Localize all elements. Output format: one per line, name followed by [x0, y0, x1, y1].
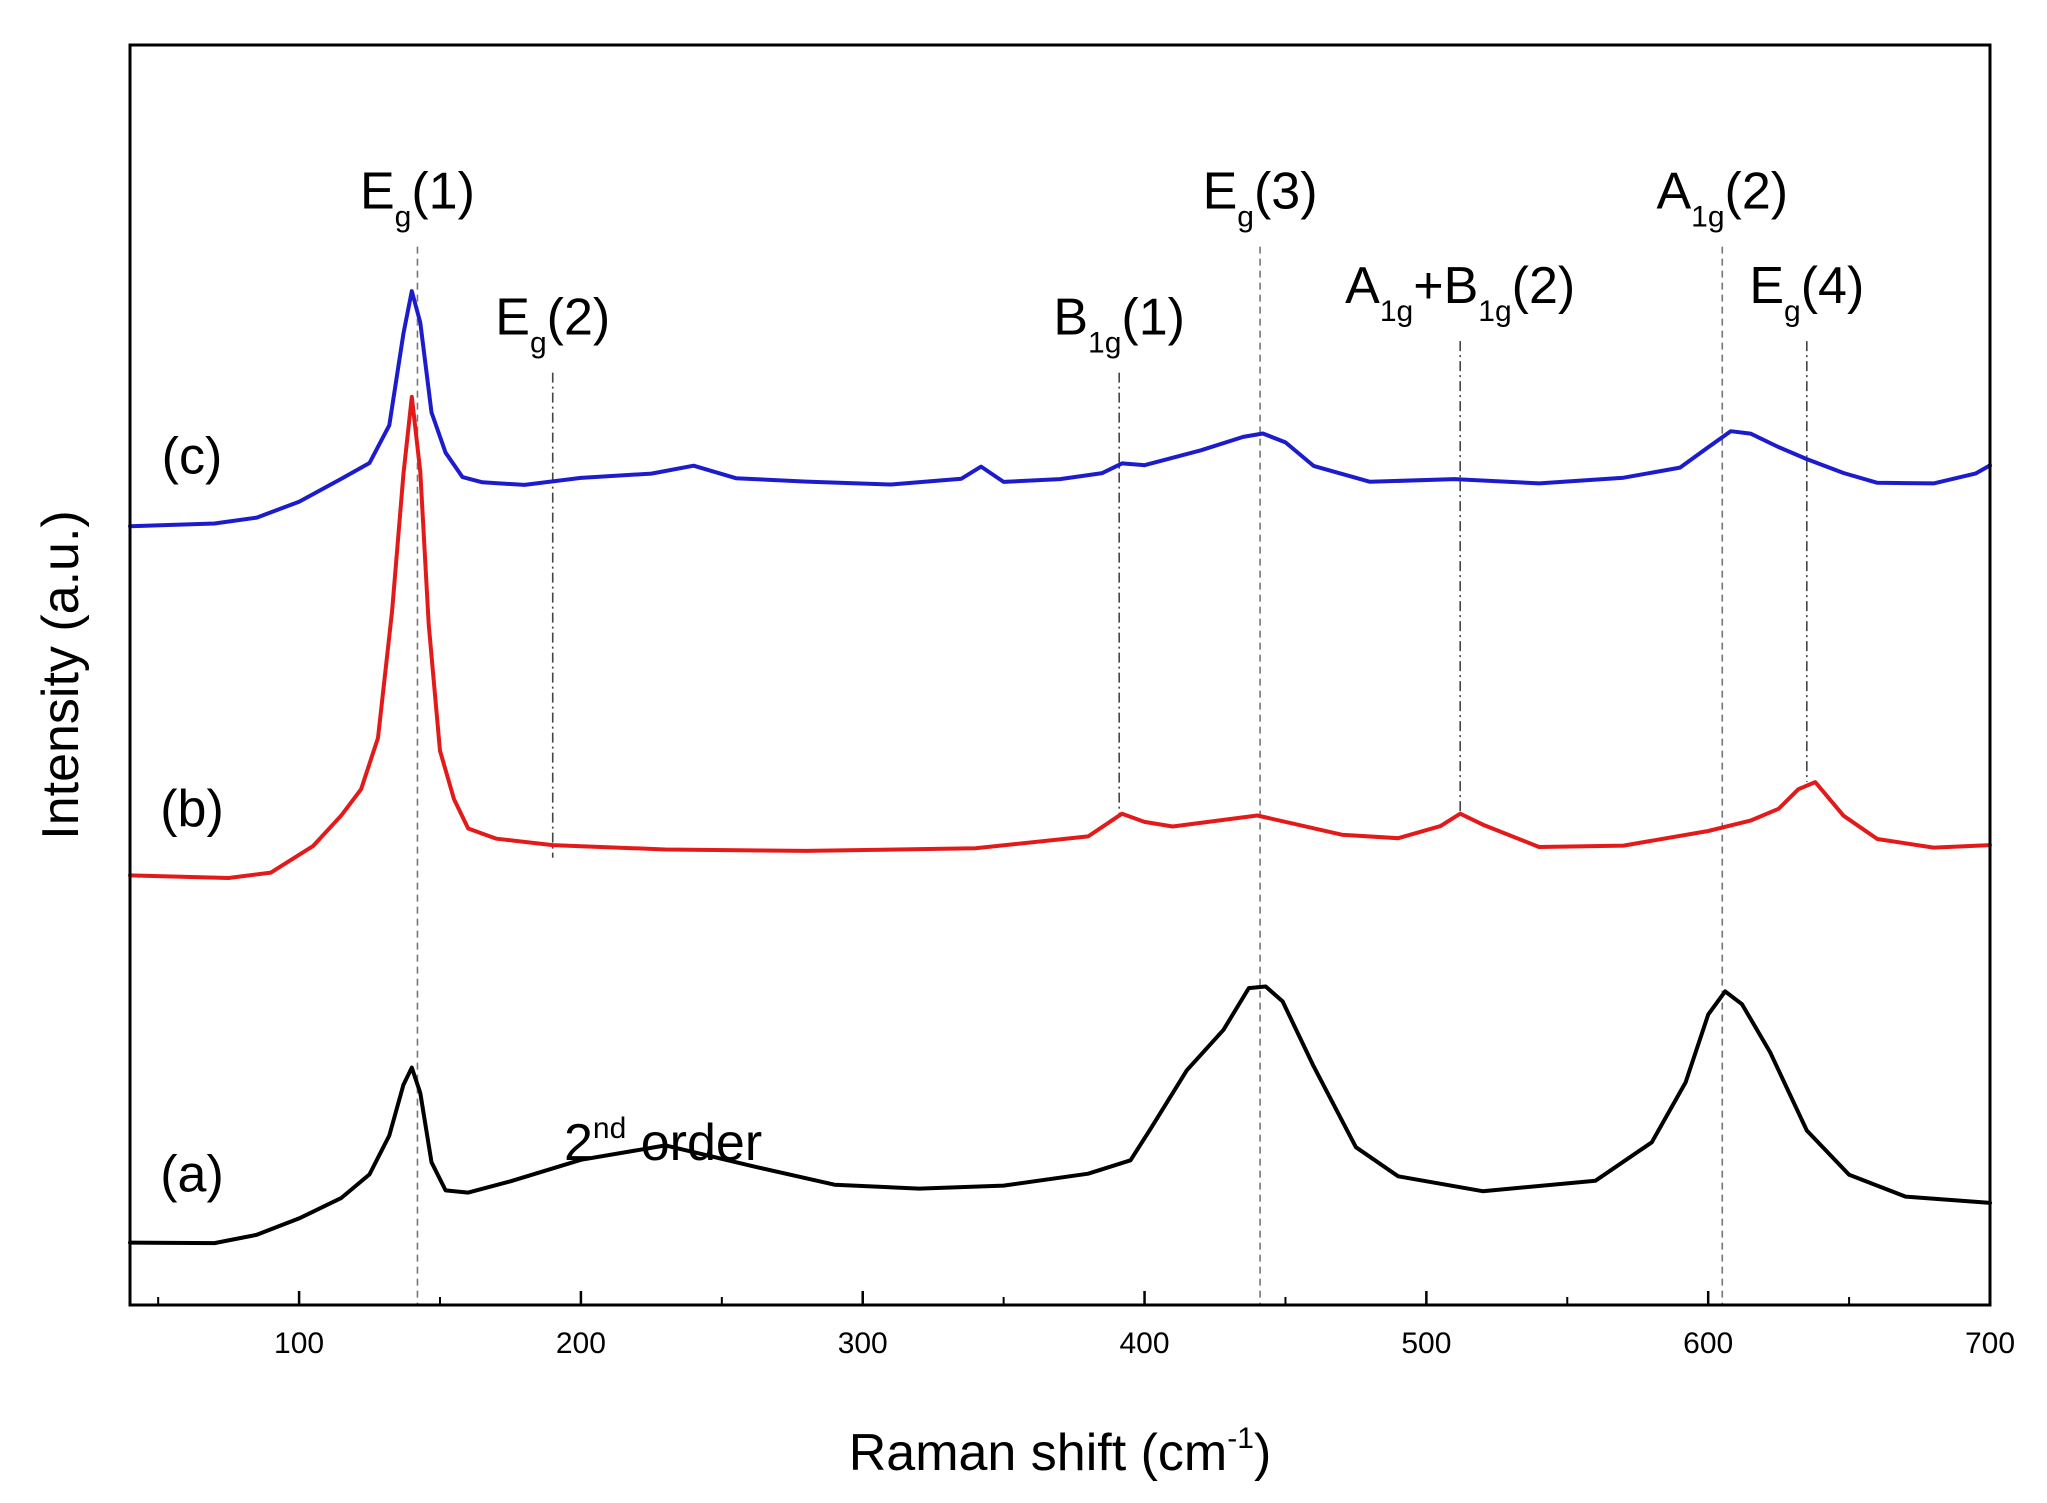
mode-label-part: (2): [1512, 257, 1576, 315]
annotation-second-order: 2nd order: [564, 1112, 762, 1172]
mode-label-part: g: [1784, 295, 1801, 328]
x-axis: 100 200 300 400 500 600 700: [157, 1291, 2015, 1360]
label-layer: Eg(1)Eg(2) B1g(1)Eg(3)A1g+B1g(2)A1g(2)Eg(…: [160, 163, 1864, 1204]
mode-label-part: g: [530, 327, 547, 360]
annotation-layer: [416, 246, 1808, 1305]
mode-label-a1gb1g2: A1g+B1g(2): [1345, 257, 1575, 328]
annotation-main: 2: [564, 1114, 593, 1172]
mode-label-eg1: Eg(1): [360, 163, 475, 234]
x-tick-label-300: 300: [838, 1327, 888, 1360]
series-label-b: (b): [160, 780, 224, 838]
mode-label-part: A: [1656, 163, 1691, 221]
mode-label-part: A: [1345, 257, 1380, 315]
mode-label-part: E: [1203, 163, 1238, 221]
x-tick-label-200: 200: [556, 1327, 606, 1360]
x-axis-title-superscript: -1: [1227, 1422, 1254, 1455]
mode-label-part: E: [360, 163, 395, 221]
mode-label-part: E: [495, 289, 530, 347]
mode-label-b1g1: B1g(1): [1053, 289, 1185, 360]
annotation-superscript: nd: [593, 1112, 626, 1145]
plot-frame: [128, 43, 1992, 1307]
x-tick-label-600: 600: [1683, 1327, 1733, 1360]
x-axis-title: Raman shift (cm-1): [849, 1422, 1272, 1482]
mode-label-part: (2): [1725, 163, 1789, 221]
mode-label-eg4: Eg(4): [1749, 257, 1864, 328]
series-line-a: [128, 984, 1992, 1246]
mode-label-part: 1g: [1088, 327, 1121, 360]
series-layer: [128, 289, 1992, 1246]
mode-label-eg2: Eg(2): [495, 289, 610, 360]
x-tick-label-400: 400: [1120, 1327, 1170, 1360]
mode-label-part: (3): [1254, 163, 1318, 221]
x-tick-label-100: 100: [274, 1327, 324, 1360]
mode-label-part: 1g: [1691, 201, 1724, 234]
mode-label-part: (4): [1801, 257, 1865, 315]
mode-label-eg3: Eg(3): [1203, 163, 1318, 234]
mode-label-part: (1): [1121, 289, 1185, 347]
mode-label-part: g: [1237, 201, 1254, 234]
annotation-rest: order: [626, 1114, 762, 1172]
series-line-c: [128, 289, 1992, 529]
y-axis-title: Intensity (a.u.): [32, 510, 90, 839]
series-label-c: (c): [162, 427, 223, 485]
mode-label-part: E: [1749, 257, 1784, 315]
x-tick-label-700: 700: [1965, 1327, 2015, 1360]
mode-label-part: (2): [547, 289, 611, 347]
x-tick-label-500: 500: [1401, 1327, 1451, 1360]
mode-label-part: 1g: [1380, 295, 1413, 328]
mode-label-part: (1): [411, 163, 475, 221]
series-label-a: (a): [160, 1146, 224, 1204]
mode-label-part: +B: [1413, 257, 1478, 315]
x-axis-title-main: Raman shift (cm: [849, 1424, 1228, 1482]
mode-label-part: 1g: [1478, 295, 1511, 328]
mode-label-a1g2: A1g(2): [1656, 163, 1788, 234]
mode-label-part: B: [1053, 289, 1088, 347]
x-axis-title-end: ): [1254, 1424, 1271, 1482]
series-line-b: [128, 394, 1992, 880]
mode-label-part: g: [395, 201, 412, 234]
